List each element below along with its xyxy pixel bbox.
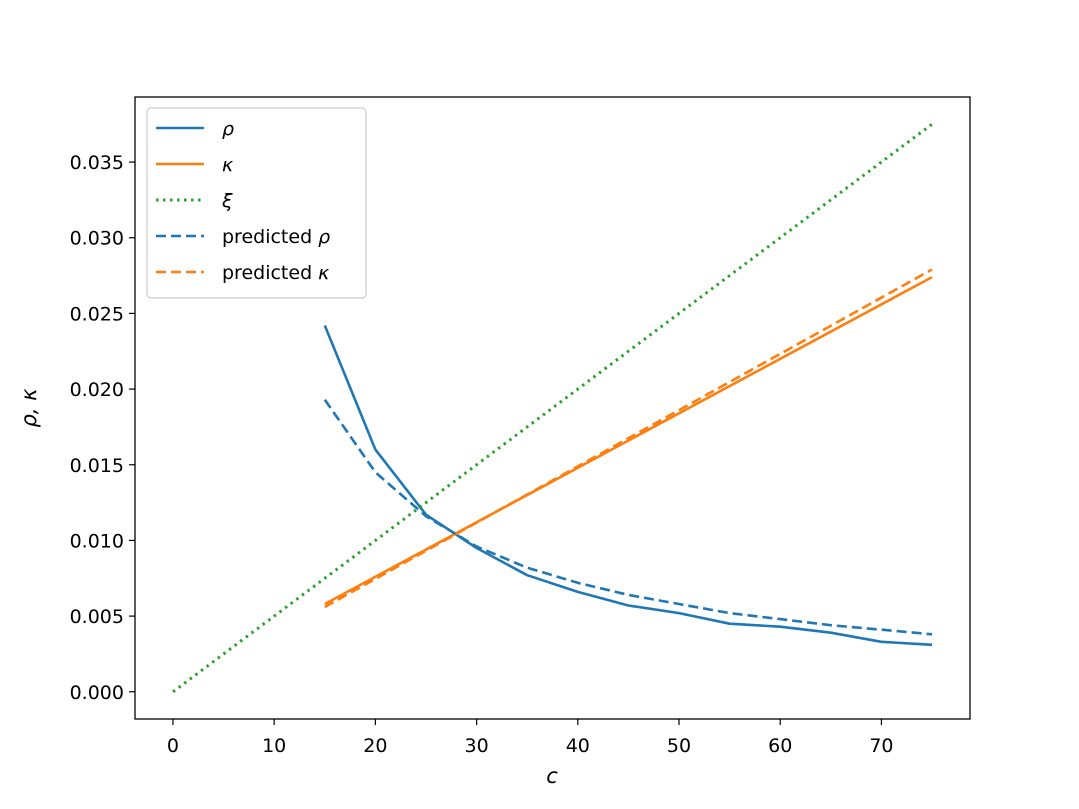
legend-label-prefix: predicted <box>222 262 318 284</box>
y-tick-label: 0.000 <box>70 682 124 704</box>
y-tick-label: 0.005 <box>70 606 124 628</box>
legend-label: ξ <box>221 190 233 212</box>
legend-label-prefix: predicted <box>222 226 318 248</box>
series-line-5 <box>324 268 933 609</box>
legend-label: predicted ρ <box>222 226 330 248</box>
x-tick-label: 60 <box>768 735 792 757</box>
plot-frame <box>134 96 971 720</box>
x-axis: 0 10 20 30 40 50 60 70 <box>167 719 894 757</box>
x-tick-label: 0 <box>167 735 179 757</box>
x-tick-label: 70 <box>869 735 893 757</box>
x-tick-label: 50 <box>667 735 691 757</box>
legend-label-symbol: ρ <box>318 226 330 248</box>
y-axis: 0.000 0.005 0.010 0.015 0.020 0.025 0.030 0.035 <box>70 152 135 704</box>
series-line-2 <box>324 275 933 606</box>
series-line-4 <box>323 398 933 636</box>
legend-label: ρ <box>222 118 234 140</box>
legend-box <box>146 107 367 299</box>
x-axis-title: c <box>546 764 558 788</box>
y-tick-label: 0.015 <box>70 455 124 477</box>
legend-label-symbol: ρ <box>222 118 234 140</box>
y-tick-label: 0.035 <box>70 152 124 174</box>
legend-label: κ <box>222 154 234 176</box>
x-tick-label: 20 <box>363 735 387 757</box>
y-tick-label: 0.030 <box>70 228 124 250</box>
legend-label-symbol: κ <box>222 154 234 176</box>
series-layer <box>172 122 933 694</box>
y-tick-label: 0.025 <box>70 303 124 325</box>
y-tick-label: 0.010 <box>70 530 124 552</box>
x-tick-label: 30 <box>464 735 488 757</box>
y-tick-label: 0.020 <box>70 379 124 401</box>
x-tick-label: 40 <box>566 735 590 757</box>
legend-label-symbol: κ <box>318 262 330 284</box>
legend-label: predicted κ <box>222 262 330 284</box>
legend-label-symbol: ξ <box>221 190 233 212</box>
y-axis-title: ρ, κ <box>17 388 41 428</box>
x-tick-label: 10 <box>262 735 286 757</box>
